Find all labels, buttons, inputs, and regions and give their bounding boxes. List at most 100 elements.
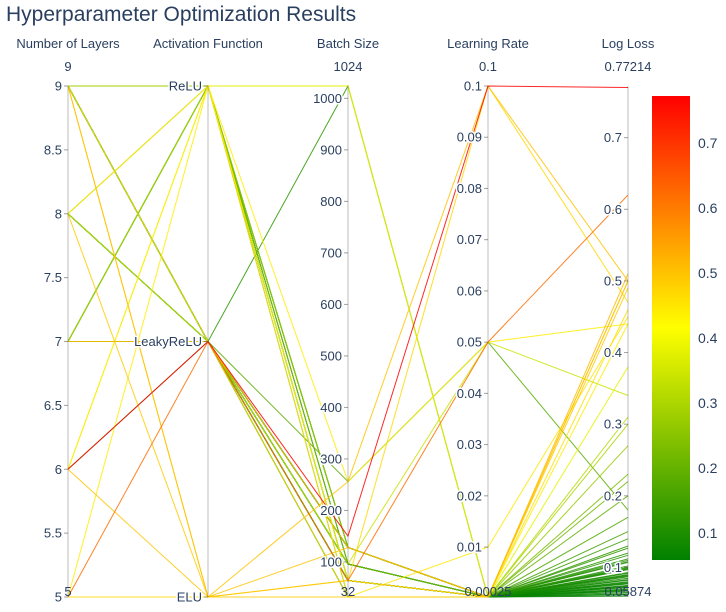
tick-label-halo: 6.5 xyxy=(44,398,62,413)
tick-label-halo: 0.08 xyxy=(457,181,482,196)
axes: Number of Layers95555.55.5666.56.5777.57… xyxy=(16,36,655,606)
axis-range-max: 9 xyxy=(64,59,71,74)
colorbar-tick-label: 0.5 xyxy=(698,265,718,281)
tick-label-halo: 0.2 xyxy=(604,488,622,503)
tick-label-halo: 100 xyxy=(320,554,342,569)
tick-label-halo: 1000 xyxy=(313,91,342,106)
data-line xyxy=(67,194,629,598)
axis-label: Batch Size xyxy=(317,36,379,51)
axis-range-min: 32 xyxy=(341,584,355,599)
axis-label: Number of Layers xyxy=(16,36,120,51)
tick-label: 600 xyxy=(320,297,342,312)
tick-label-halo: LeakyReLU xyxy=(134,334,202,349)
colorbar-tick-label: 0.3 xyxy=(698,395,718,411)
tick-label: 700 xyxy=(320,245,342,260)
tick-label-halo: 0.1 xyxy=(464,79,482,94)
tick-label: 8.5 xyxy=(44,142,62,157)
data-line xyxy=(67,213,629,598)
tick-label-halo: 0.05 xyxy=(457,335,482,350)
data-line xyxy=(67,85,629,538)
tick-label-halo: 300 xyxy=(320,451,342,466)
tick-label: 7 xyxy=(55,334,62,349)
tick-label: 0.02 xyxy=(457,488,482,503)
tick-label: 800 xyxy=(320,194,342,209)
data-line xyxy=(67,84,629,598)
tick-label-halo: 7.5 xyxy=(44,270,62,285)
colorbar-tick-label: 0.4 xyxy=(698,330,718,346)
axis-range-min: 5 xyxy=(64,584,71,599)
tick-label-halo: 8.5 xyxy=(44,142,62,157)
tick-label-halo: 8 xyxy=(55,206,62,221)
axis-range-max: 1024 xyxy=(334,59,363,74)
tick-label: 9 xyxy=(55,79,62,94)
tick-label: 0.06 xyxy=(457,283,482,298)
tick-label: 0.04 xyxy=(457,386,482,401)
axis-log-loss[interactable]: Log Loss0.772140.058740.10.10.20.20.30.3… xyxy=(602,36,655,599)
tick-label-halo: 500 xyxy=(320,348,342,363)
tick-label: 6.5 xyxy=(44,398,62,413)
tick-label-halo: 0.04 xyxy=(457,386,482,401)
tick-label: ReLU xyxy=(169,79,202,94)
tick-label: ELU xyxy=(177,590,202,605)
tick-label-halo: 0.01 xyxy=(457,540,482,555)
tick-label: 900 xyxy=(320,142,342,157)
tick-label: 1000 xyxy=(313,91,342,106)
colorbar-tick-label: 0.2 xyxy=(698,460,718,476)
axis-batch-size[interactable]: Batch Size102432100100200200300300400400… xyxy=(312,36,380,599)
data-lines xyxy=(67,84,629,599)
tick-label: 0.05 xyxy=(457,335,482,350)
axis-activation-function[interactable]: Activation FunctionELUELULeakyReLULeakyR… xyxy=(133,36,263,606)
tick-label-halo: 6 xyxy=(55,462,62,477)
tick-label: 0.1 xyxy=(464,79,482,94)
tick-label-halo: 7 xyxy=(55,334,62,349)
colorbar-tick-label: 0.1 xyxy=(698,525,718,541)
tick-label: 0.09 xyxy=(457,130,482,145)
tick-label-halo: 0.4 xyxy=(604,345,622,360)
tick-label: 0.03 xyxy=(457,437,482,452)
tick-label: 5 xyxy=(55,590,62,605)
tick-label: 0.6 xyxy=(604,202,622,217)
tick-label: 0.08 xyxy=(457,181,482,196)
tick-label: 200 xyxy=(320,503,342,518)
tick-label: 300 xyxy=(320,451,342,466)
tick-label-halo: 200 xyxy=(320,503,342,518)
tick-label-halo: 0.07 xyxy=(457,232,482,247)
tick-label-halo: ELU xyxy=(177,590,202,605)
axis-label: Learning Rate xyxy=(447,36,529,51)
tick-label-halo: 0.3 xyxy=(604,417,622,432)
tick-label-halo: 0.7 xyxy=(604,130,622,145)
tick-label-halo: 600 xyxy=(320,297,342,312)
axis-range-max: 0.1 xyxy=(479,59,497,74)
axis-label: Log Loss xyxy=(602,36,655,51)
data-line xyxy=(67,213,629,565)
colorbar: 0.1 0.2 0.3 0.4 0.5 0.6 0.7 xyxy=(652,96,718,560)
colorbar-tick-label: 0.7 xyxy=(698,135,718,151)
tick-label-halo: 0.6 xyxy=(604,202,622,217)
tick-label: 100 xyxy=(320,554,342,569)
axis-range-min: 0.00025 xyxy=(465,584,512,599)
tick-label: 0.01 xyxy=(457,540,482,555)
axis-range-max: 0.77214 xyxy=(605,59,652,74)
tick-label: 0.5 xyxy=(604,273,622,288)
tick-label-halo: 0.06 xyxy=(457,283,482,298)
tick-label: LeakyReLU xyxy=(134,334,202,349)
tick-label-halo: 5 xyxy=(55,590,62,605)
tick-label: 500 xyxy=(320,348,342,363)
tick-label-halo: 700 xyxy=(320,245,342,260)
tick-label: 0.1 xyxy=(604,560,622,575)
axis-label: Activation Function xyxy=(153,36,263,51)
tick-label: 0.2 xyxy=(604,488,622,503)
tick-label: 0.4 xyxy=(604,345,622,360)
axis-number-of-layers[interactable]: Number of Layers95555.55.5666.56.5777.57… xyxy=(16,36,120,606)
chart-title: Hyperparameter Optimization Results xyxy=(6,3,356,26)
colorbar-gradient xyxy=(652,96,690,560)
tick-label-halo: ReLU xyxy=(169,79,202,94)
tick-label: 0.7 xyxy=(604,130,622,145)
tick-label-halo: 900 xyxy=(320,142,342,157)
data-line xyxy=(68,273,629,598)
axis-learning-rate[interactable]: Learning Rate0.10.000250.010.010.020.020… xyxy=(447,36,529,599)
tick-label-halo: 0.02 xyxy=(457,488,482,503)
tick-label-halo: 9 xyxy=(55,79,62,94)
colorbar-tick-label: 0.6 xyxy=(698,200,718,216)
